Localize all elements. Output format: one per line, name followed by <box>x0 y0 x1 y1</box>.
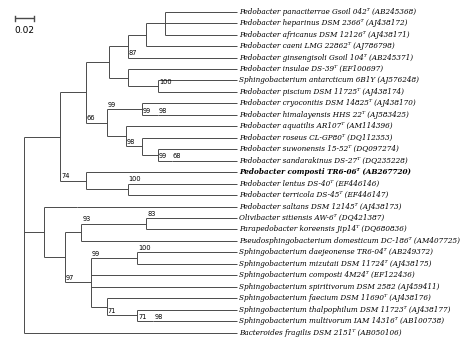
Text: Pedobacter caeni LMG 22862ᵀ (AJ786798): Pedobacter caeni LMG 22862ᵀ (AJ786798) <box>239 42 395 50</box>
Text: Sphingobacterium thalpophilum DSM 11723ᵀ (AJ438177): Sphingobacterium thalpophilum DSM 11723ᵀ… <box>239 306 450 314</box>
Text: 98: 98 <box>159 107 167 114</box>
Text: 68: 68 <box>173 153 182 159</box>
Text: Sphingobacterium mizutaii DSM 11724ᵀ (AJ438175): Sphingobacterium mizutaii DSM 11724ᵀ (AJ… <box>239 260 431 268</box>
Text: Sphingobacterium multivorum IAM 14316ᵀ (AB100738): Sphingobacterium multivorum IAM 14316ᵀ (… <box>239 317 444 325</box>
Text: Sphingobacterium daejeonense TR6-04ᵀ (AB249372): Sphingobacterium daejeonense TR6-04ᵀ (AB… <box>239 249 433 256</box>
Text: 83: 83 <box>147 211 156 217</box>
Text: Sphingobacterium composti 4M24ᵀ (EF122436): Sphingobacterium composti 4M24ᵀ (EF12243… <box>239 271 415 279</box>
Text: 98: 98 <box>127 139 135 145</box>
Text: Pedobacter sandarakinus DS-27ᵀ (DQ235228): Pedobacter sandarakinus DS-27ᵀ (DQ235228… <box>239 157 408 165</box>
Text: 97: 97 <box>66 275 74 281</box>
Text: Parapedobacter koreensis Jip14ᵀ (DQ680836): Parapedobacter koreensis Jip14ᵀ (DQ68083… <box>239 225 407 234</box>
Text: Pedobacter roseus CL-GP80ᵀ (DQ112353): Pedobacter roseus CL-GP80ᵀ (DQ112353) <box>239 134 392 142</box>
Text: Pedobacter terricola DS-45ᵀ (EF446147): Pedobacter terricola DS-45ᵀ (EF446147) <box>239 191 388 199</box>
Text: Pedobacter heparinus DSM 2366ᵀ (AJ438172): Pedobacter heparinus DSM 2366ᵀ (AJ438172… <box>239 19 407 27</box>
Text: 99: 99 <box>108 102 116 108</box>
Text: 100: 100 <box>159 79 172 85</box>
Text: 99: 99 <box>159 153 167 159</box>
Text: 99: 99 <box>143 107 151 114</box>
Text: 0.02: 0.02 <box>14 26 34 35</box>
Text: 71: 71 <box>108 308 116 314</box>
Text: 66: 66 <box>87 115 95 121</box>
Text: Pedobacter insulae DS-39ᵀ (EF100697): Pedobacter insulae DS-39ᵀ (EF100697) <box>239 65 383 73</box>
Text: Bacteroides fragilis DSM 2151ᵀ (AB050106): Bacteroides fragilis DSM 2151ᵀ (AB050106… <box>239 328 401 337</box>
Text: 71: 71 <box>138 314 146 320</box>
Text: Sphingobacterium faecium DSM 11690ᵀ (AJ438176): Sphingobacterium faecium DSM 11690ᵀ (AJ4… <box>239 294 431 302</box>
Text: 99: 99 <box>91 251 100 257</box>
Text: 74: 74 <box>62 173 70 180</box>
Text: Pedobacter lentus DS-40ᵀ (EF446146): Pedobacter lentus DS-40ᵀ (EF446146) <box>239 180 379 188</box>
Text: Pedobacter suwonensis 15-52ᵀ (DQ097274): Pedobacter suwonensis 15-52ᵀ (DQ097274) <box>239 145 399 153</box>
Text: Pedobacter panaciterrae Gsoil 042ᵀ (AB245368): Pedobacter panaciterrae Gsoil 042ᵀ (AB24… <box>239 8 416 16</box>
Text: 100: 100 <box>138 245 151 251</box>
Text: Pseudosphingobacterium domesticum DC-186ᵀ (AM407725): Pseudosphingobacterium domesticum DC-186… <box>239 237 460 245</box>
Text: Pedobacter africanus DSM 12126ᵀ (AJ438171): Pedobacter africanus DSM 12126ᵀ (AJ43817… <box>239 31 410 39</box>
Text: Pedobacter composti TR6-06ᵀ (AB267720): Pedobacter composti TR6-06ᵀ (AB267720) <box>239 168 411 176</box>
Text: Pedobacter himalayensis HHS 22ᵀ (AJ583425): Pedobacter himalayensis HHS 22ᵀ (AJ58342… <box>239 111 409 119</box>
Text: 87: 87 <box>129 50 137 56</box>
Text: Pedobacter cryoconitis DSM 14825ᵀ (AJ438170): Pedobacter cryoconitis DSM 14825ᵀ (AJ438… <box>239 99 416 107</box>
Text: Pedobacter aquatilis AR107ᵀ (AM114396): Pedobacter aquatilis AR107ᵀ (AM114396) <box>239 122 392 130</box>
Text: Pedobacter piscium DSM 11725ᵀ (AJ438174): Pedobacter piscium DSM 11725ᵀ (AJ438174) <box>239 88 404 96</box>
Text: Sphingobacterium spiritivorum DSM 2582 (AJ459411): Sphingobacterium spiritivorum DSM 2582 (… <box>239 283 439 291</box>
Text: Pedobacter ginsengisoli Gsoil 104ᵀ (AB245371): Pedobacter ginsengisoli Gsoil 104ᵀ (AB24… <box>239 54 413 62</box>
Text: 100: 100 <box>129 176 141 182</box>
Text: 93: 93 <box>82 216 91 222</box>
Text: Sphingobacterium antarcticum 6B1Y (AJ576248): Sphingobacterium antarcticum 6B1Y (AJ576… <box>239 76 419 84</box>
Text: Olivibacter sitiensis AW-6ᵀ (DQ421387): Olivibacter sitiensis AW-6ᵀ (DQ421387) <box>239 214 384 222</box>
Text: 98: 98 <box>155 314 163 320</box>
Text: Pedobacter saltans DSM 12145ᵀ (AJ438173): Pedobacter saltans DSM 12145ᵀ (AJ438173) <box>239 203 401 210</box>
